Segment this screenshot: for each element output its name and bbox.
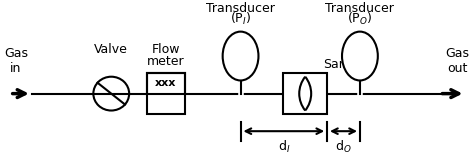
Text: xxx: xxx bbox=[155, 78, 177, 88]
Bar bbox=[147, 73, 185, 94]
Text: meter: meter bbox=[147, 55, 185, 68]
Ellipse shape bbox=[342, 32, 378, 80]
Text: Flow: Flow bbox=[152, 43, 180, 56]
Ellipse shape bbox=[223, 32, 258, 80]
Bar bbox=[147, 73, 185, 114]
Bar bbox=[283, 73, 327, 114]
Text: Gas
in: Gas in bbox=[4, 47, 28, 75]
Text: Transducer: Transducer bbox=[206, 2, 275, 15]
Text: d$_O$: d$_O$ bbox=[335, 139, 352, 155]
Bar bbox=[147, 73, 185, 114]
Text: Transducer: Transducer bbox=[326, 2, 394, 15]
Text: Valve: Valve bbox=[94, 43, 128, 56]
Bar bbox=[283, 73, 327, 114]
Text: (P$_I$): (P$_I$) bbox=[230, 11, 251, 27]
Text: (P$_O$): (P$_O$) bbox=[347, 11, 373, 27]
Text: Gas
out: Gas out bbox=[446, 47, 469, 75]
Text: d$_I$: d$_I$ bbox=[278, 139, 290, 155]
Text: Sample: Sample bbox=[323, 58, 371, 71]
